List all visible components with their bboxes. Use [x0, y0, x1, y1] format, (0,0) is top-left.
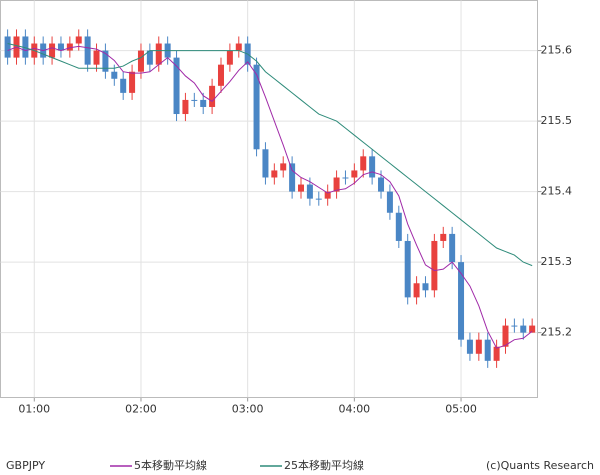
- y-tick-label: 215.6: [541, 44, 573, 57]
- candle-body: [466, 339, 473, 354]
- y-tick-label: 215.2: [541, 326, 573, 339]
- y-tick-label: 215.3: [541, 255, 573, 268]
- candle-body: [369, 156, 376, 178]
- candle-body: [413, 283, 420, 298]
- legend-label: 5本移動平均線: [134, 458, 207, 472]
- candle-body: [324, 191, 331, 199]
- moving-average-line: [7, 45, 533, 349]
- candle-body: [271, 170, 278, 178]
- candle-body: [422, 283, 429, 291]
- x-tick-label: 03:00: [232, 403, 264, 416]
- candle-body: [93, 50, 100, 65]
- y-tick-label: 215.5: [541, 114, 573, 127]
- candle-body: [75, 36, 82, 44]
- candle-body: [520, 325, 527, 333]
- candle-body: [57, 43, 64, 51]
- candle-body: [458, 262, 465, 340]
- x-tick-label: 02:00: [125, 403, 157, 416]
- candle-body: [280, 163, 287, 171]
- plot-area: [0, 0, 538, 398]
- candle-body: [511, 325, 518, 327]
- candle-body: [173, 57, 180, 115]
- candle-body: [440, 233, 447, 241]
- y-tick-label: 215.4: [541, 185, 573, 198]
- candle-body: [315, 198, 322, 200]
- candle-body: [111, 71, 118, 79]
- candle-body: [333, 177, 340, 192]
- candle-body: [484, 339, 491, 361]
- candle-body: [155, 43, 162, 65]
- candle-body: [217, 64, 224, 86]
- candle-body: [342, 177, 349, 179]
- candle-body: [253, 64, 260, 150]
- moving-average-line: [7, 43, 533, 267]
- legend-label: 25本移動平均線: [284, 458, 364, 472]
- candle-body: [395, 212, 402, 241]
- candle-body: [235, 43, 242, 51]
- candle-body: [102, 50, 109, 72]
- candle-body: [137, 50, 144, 72]
- candle-body: [306, 184, 313, 199]
- x-tick-label: 04:00: [338, 403, 370, 416]
- candle-body: [449, 233, 456, 263]
- candle-body: [475, 339, 482, 354]
- candle-body: [298, 184, 305, 192]
- candle-body: [4, 36, 11, 58]
- candle-body: [182, 99, 189, 115]
- candle-body: [378, 177, 385, 192]
- candle-body: [289, 163, 296, 192]
- candle-body: [493, 346, 500, 361]
- candle-body: [502, 325, 509, 347]
- x-tick-label: 05:00: [445, 403, 477, 416]
- candle-body: [191, 99, 198, 101]
- candle-body: [226, 50, 233, 65]
- candle-body: [146, 50, 153, 65]
- candle-body: [129, 71, 136, 93]
- candle-body: [49, 43, 56, 58]
- symbol: GBPJPY: [6, 459, 45, 472]
- candle-body: [431, 240, 438, 291]
- x-tick-label: 01:00: [18, 403, 50, 416]
- candle-body: [262, 149, 269, 178]
- candle-body: [22, 36, 29, 58]
- candle-body: [200, 99, 207, 107]
- candle-body: [386, 191, 393, 213]
- candle-body: [84, 36, 91, 65]
- candle-body: [351, 170, 358, 178]
- candle-body: [529, 325, 536, 333]
- candle-body: [404, 240, 411, 298]
- candle-body: [209, 85, 216, 107]
- candle-body: [66, 43, 73, 51]
- candle-body: [360, 156, 367, 171]
- candle-body: [120, 78, 127, 93]
- credit: (c)Quants Research: [486, 459, 594, 472]
